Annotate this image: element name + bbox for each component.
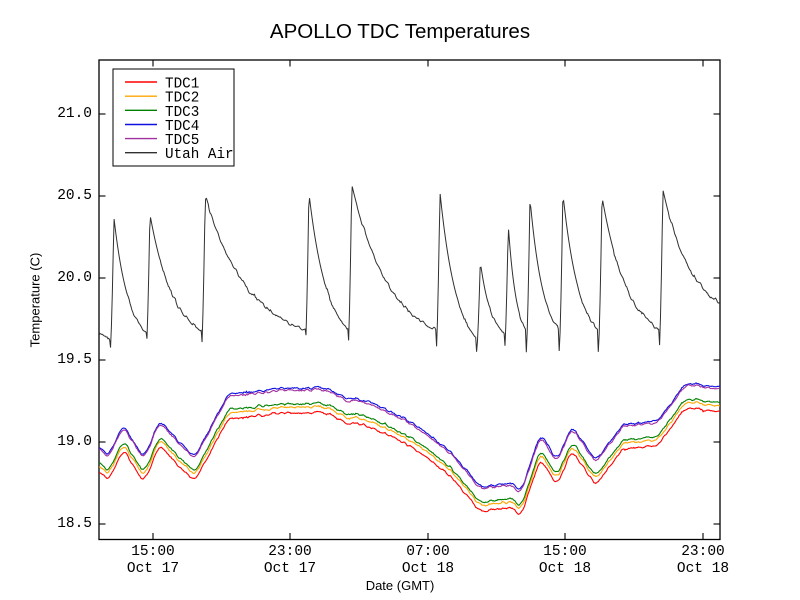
svg-text:Utah Air: Utah Air [165,147,234,163]
